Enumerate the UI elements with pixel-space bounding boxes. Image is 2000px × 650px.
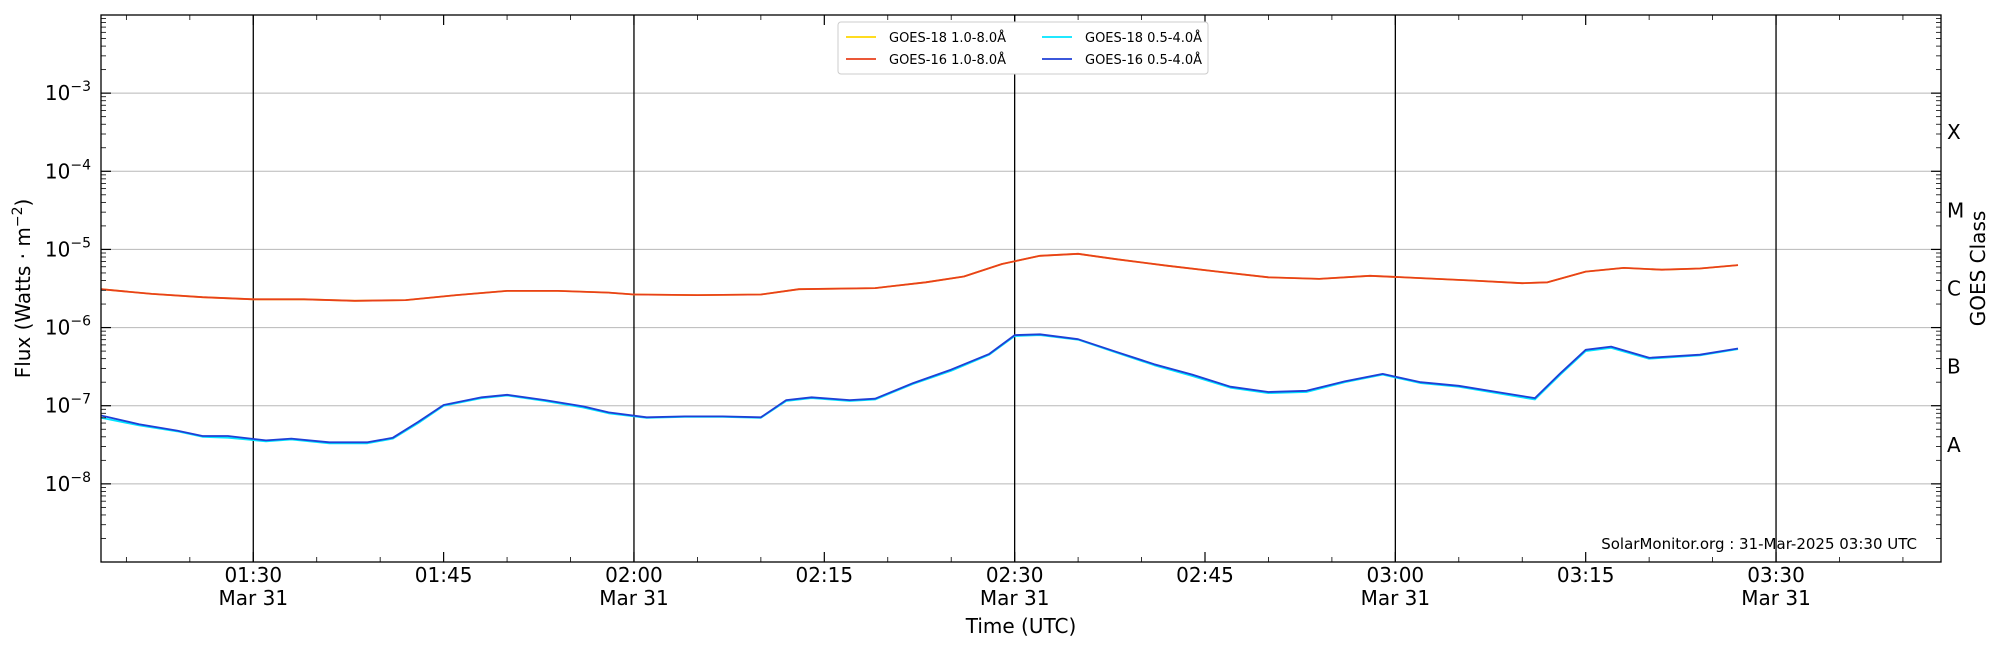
series-line-2 <box>100 252 1739 302</box>
y-tick-label: 10−6 <box>45 314 91 340</box>
y-axis-label: Flux (Watts · m−2) <box>10 199 35 379</box>
x-tick-sublabel: Mar 31 <box>1361 586 1431 610</box>
time-markers <box>252 15 1777 562</box>
goes-class-axis-label: GOES Class <box>1966 211 1990 327</box>
goes-class-label: A <box>1947 433 1961 457</box>
legend-box <box>837 21 1209 75</box>
x-tick-sublabel: Mar 31 <box>980 586 1050 610</box>
x-axis-label: Time (UTC) <box>965 614 1077 638</box>
y-tick-label: 10−7 <box>45 392 91 418</box>
x-tick-label: 02:15 <box>795 563 853 587</box>
x-tick-sublabel: Mar 31 <box>599 586 669 610</box>
x-tick-label: 01:30 <box>224 563 282 587</box>
x-tick-label: 02:00 <box>605 563 663 587</box>
legend-entry-label: GOES-18 0.5-4.0Å <box>1085 30 1202 46</box>
plot-frame <box>100 14 1942 563</box>
grid-lines <box>101 92 1941 485</box>
x-tick-label: 03:00 <box>1367 563 1425 587</box>
y-tick-label: 10−4 <box>45 157 91 183</box>
y-tick-label: 10−3 <box>45 79 91 105</box>
x-tick-label: 02:45 <box>1176 563 1234 587</box>
legend: GOES-18 1.0-8.0Å GOES-18 0.5-4.0Å GOES-16 … <box>837 21 1209 75</box>
y-axis-label-main: Flux (Watts · m <box>11 227 35 378</box>
series-line-4 <box>100 333 1739 444</box>
data-series <box>100 252 1739 445</box>
x-tick-sublabel: Mar 31 <box>1741 586 1811 610</box>
goes-class-label: B <box>1947 355 1961 379</box>
legend-entry-label: GOES-18 1.0-8.0Å <box>889 30 1006 46</box>
credit-text: SolarMonitor.org : 31-Mar-2025 03:30 UTC <box>1601 535 1917 553</box>
x-tick-label: 03:30 <box>1747 563 1805 587</box>
x-tick-label: 03:15 <box>1557 563 1615 587</box>
series-line-1 <box>100 252 1739 302</box>
legend-entry-label: GOES-16 0.5-4.0Å <box>1085 52 1202 68</box>
goes-class-label: M <box>1947 198 1964 222</box>
x-tick-label: 01:45 <box>415 563 473 587</box>
goes-class-label: X <box>1947 120 1961 144</box>
y-axis-label-tail: ) <box>11 199 35 207</box>
goes-class-label: C <box>1947 277 1961 301</box>
series-line-3 <box>100 334 1739 445</box>
y-tick-label: 10−8 <box>45 470 91 496</box>
legend-entry-label: GOES-16 1.0-8.0Å <box>889 52 1006 68</box>
y-tick-label: 10−5 <box>45 235 91 261</box>
x-tick-label: 02:30 <box>986 563 1044 587</box>
y-axis-label-exponent: −2 <box>10 207 26 228</box>
x-tick-sublabel: Mar 31 <box>219 586 289 610</box>
